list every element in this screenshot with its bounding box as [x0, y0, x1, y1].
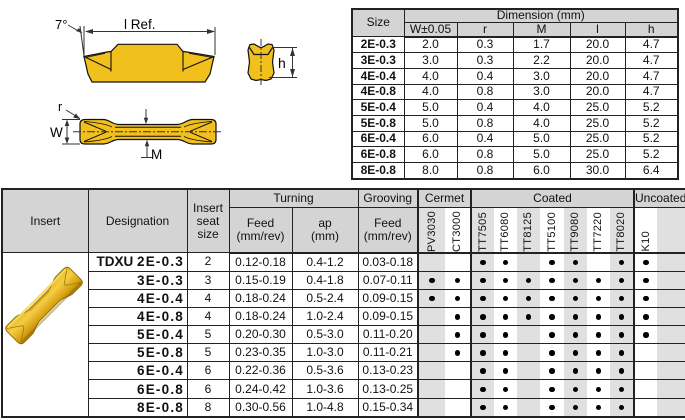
svg-text:W: W — [50, 125, 63, 140]
svg-text:l Ref.: l Ref. — [124, 17, 156, 32]
svg-text:h: h — [278, 55, 286, 71]
svg-text:r: r — [58, 100, 62, 114]
svg-text:7°: 7° — [55, 17, 67, 32]
svg-text:M: M — [151, 147, 162, 162]
